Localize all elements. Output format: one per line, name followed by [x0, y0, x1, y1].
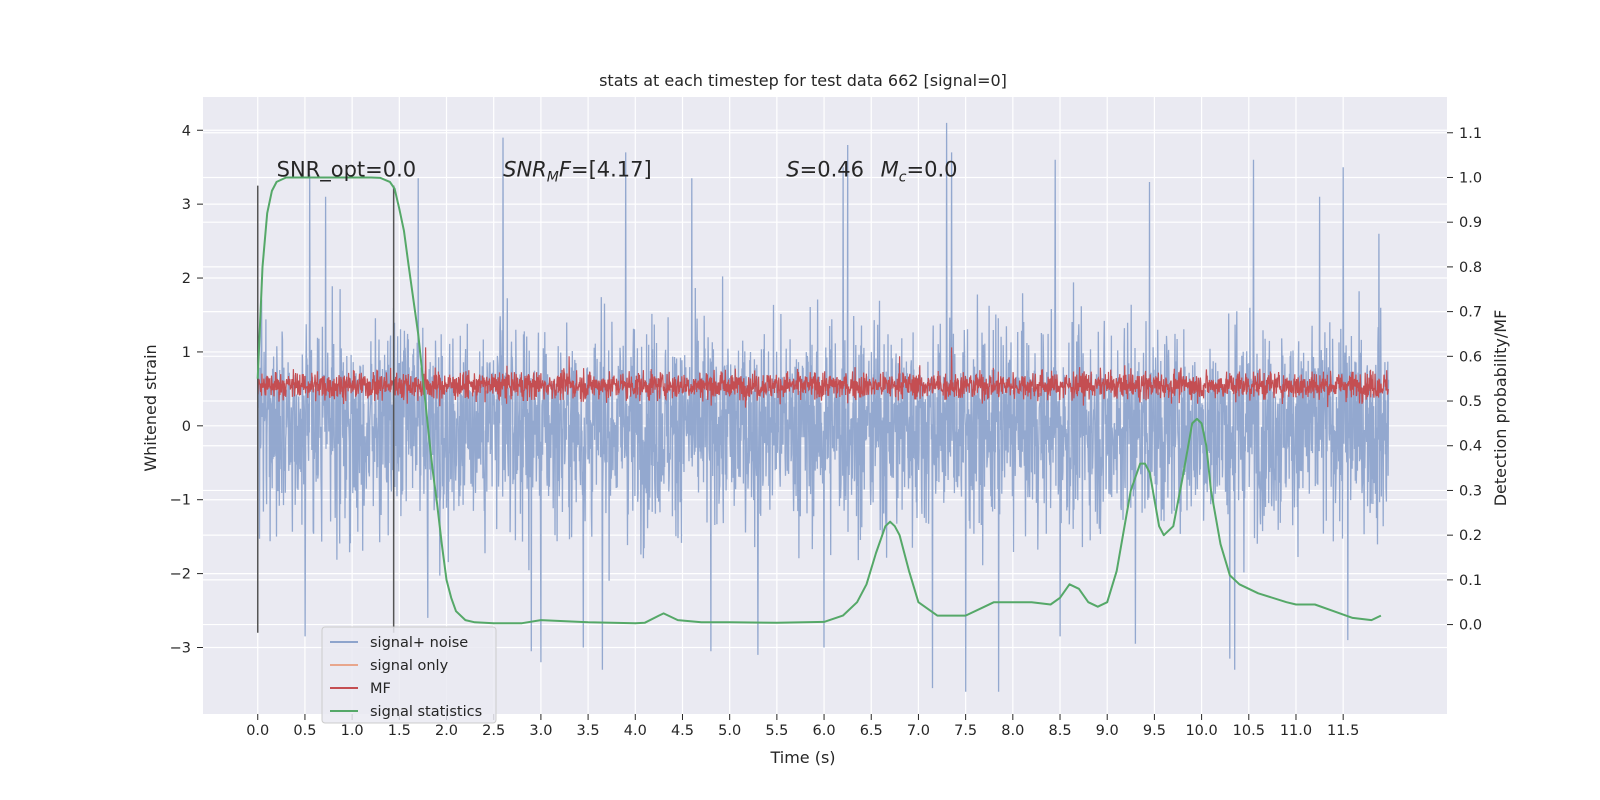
x-tick-label-23: 11.5	[1327, 723, 1359, 739]
annotation-3: Mc=0.0	[881, 157, 958, 185]
x-tick-label-20: 10.0	[1185, 723, 1217, 739]
legend-box	[321, 626, 497, 724]
y-right-tick-label-9: 0.2	[1459, 528, 1482, 544]
x-tick-label-18: 9.0	[1096, 723, 1119, 739]
x-tick-label-4: 2.0	[435, 723, 458, 739]
x-tick-label-9: 4.5	[671, 723, 694, 739]
y-right-tick-label-4: 0.7	[1459, 305, 1482, 321]
annotation-1: SNRMF=[4.17]	[503, 157, 652, 185]
y-left-tick-label-6: −2	[170, 567, 191, 583]
annotations: SNR_opt=0.0 SNRMF=[4.17] S=0.46 Mc=0.0	[277, 157, 958, 185]
y-right-tick-label-3: 0.8	[1459, 260, 1482, 276]
y-right-tick-label-0: 1.1	[1459, 126, 1482, 142]
y-right-tick-label-8: 0.3	[1459, 483, 1482, 499]
axes: 0.0 0.5 1.0 1.5 2.0 2.5 3.0 3.5 4.0 4.5 5.0 5.5 6.0 6…	[170, 123, 1482, 739]
legend-label-1: signal only	[370, 658, 449, 674]
x-tick-label-0: 0.0	[246, 723, 269, 739]
series-signal-statistics	[256, 176, 1382, 625]
line-mf	[257, 347, 1390, 408]
x-tick-label-21: 10.5	[1233, 723, 1265, 739]
x-tick-label-14: 7.0	[907, 723, 930, 739]
y-axis-right-label: Detection probability/MF	[1491, 310, 1510, 507]
x-tick-label-6: 3.0	[529, 723, 552, 739]
x-tick-label-12: 6.0	[813, 723, 836, 739]
x-tick-label-13: 6.5	[860, 723, 883, 739]
x-tick-label-11: 5.5	[765, 723, 788, 739]
x-tick-label-8: 4.0	[624, 723, 647, 739]
legend-label-2: MF	[370, 681, 391, 697]
y-left-tick-label-5: −1	[170, 493, 191, 509]
x-tick-label-3: 1.5	[388, 723, 411, 739]
y-left-tick-label-2: 2	[182, 271, 191, 287]
legend: signal+ noise signal only MF signal statist…	[321, 626, 497, 724]
x-tick-label-16: 8.0	[1001, 723, 1024, 739]
chart-title: stats at each timestep for test data 662…	[599, 71, 1007, 90]
y-left-tick-label-1: 3	[182, 197, 191, 213]
y-right-tick-label-2: 0.9	[1459, 215, 1482, 231]
y-right-tick-label-5: 0.6	[1459, 349, 1482, 365]
x-axis-label: Time (s)	[769, 748, 835, 767]
y-left-tick-label-4: 0	[182, 419, 191, 435]
y-axis-left-label: Whitened strain	[141, 344, 160, 471]
y-left-tick-label-7: −3	[170, 640, 191, 656]
x-tick-label-10: 5.0	[718, 723, 741, 739]
x-tick-label-17: 8.5	[1048, 723, 1071, 739]
x-tick-label-15: 7.5	[954, 723, 977, 739]
series-mf	[257, 347, 1390, 408]
y-right-tick-label-1: 1.0	[1459, 170, 1482, 186]
x-tick-label-5: 2.5	[482, 723, 505, 739]
y-right-tick-label-10: 0.1	[1459, 573, 1482, 589]
y-right-tick-label-6: 0.5	[1459, 394, 1482, 410]
annotation-0: SNR_opt=0.0	[277, 157, 417, 182]
line-signal-statistics	[256, 176, 1382, 625]
x-tick-label-7: 3.5	[577, 723, 600, 739]
vertical-markers	[256, 185, 395, 633]
y-left-tick-label-3: 1	[182, 345, 191, 361]
x-tick-label-22: 11.0	[1280, 723, 1312, 739]
y-right-tick-label-7: 0.4	[1459, 439, 1482, 455]
y-left-tick-label-0: 4	[182, 123, 191, 139]
y-right-tick-label-11: 0.0	[1459, 618, 1482, 634]
x-tick-label-2: 1.0	[341, 723, 364, 739]
legend-label-3: signal statistics	[370, 704, 482, 720]
x-tick-label-1: 0.5	[293, 723, 316, 739]
x-tick-label-19: 9.5	[1143, 723, 1166, 739]
legend-label-0: signal+ noise	[370, 635, 468, 651]
annotation-2: S=0.46	[786, 157, 864, 181]
